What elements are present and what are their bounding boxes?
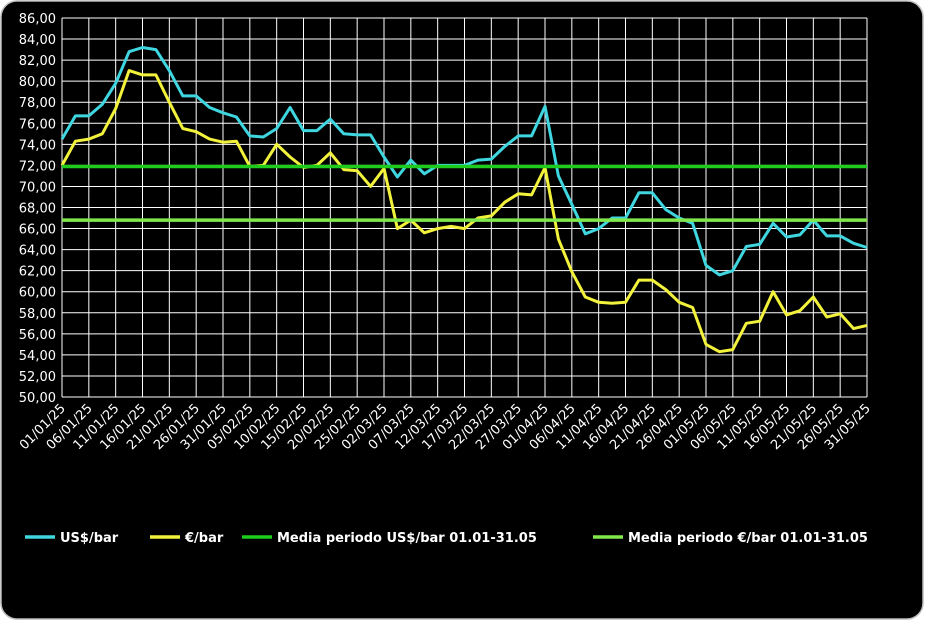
- y-tick-label: 86,00: [19, 12, 56, 27]
- y-tick-label: 64,00: [19, 244, 56, 259]
- y-tick-label: 52,00: [19, 370, 56, 385]
- y-tick-label: 82,00: [19, 54, 56, 69]
- y-tick-label: 62,00: [19, 265, 56, 280]
- y-tick-label: 76,00: [19, 117, 56, 132]
- y-tick-label: 50,00: [19, 391, 56, 406]
- legend-label: €/bar: [184, 531, 224, 546]
- y-tick-label: 60,00: [19, 286, 56, 301]
- y-tick-label: 84,00: [19, 33, 56, 48]
- data-line: [60, 69, 868, 354]
- y-tick-label: 80,00: [19, 75, 56, 90]
- y-tick-label: 78,00: [19, 96, 56, 111]
- y-tick-label: 74,00: [19, 138, 56, 153]
- legend-label: Media periodo US$/bar 01.01-31.05: [277, 531, 537, 546]
- legend-label: Media periodo €/bar 01.01-31.05: [628, 531, 868, 546]
- y-tick-label: 66,00: [19, 223, 56, 238]
- y-tick-label: 54,00: [19, 349, 56, 364]
- y-tick-label: 56,00: [19, 328, 56, 343]
- y-tick-label: 70,00: [19, 180, 56, 195]
- y-tick-label: 72,00: [19, 159, 56, 174]
- y-tick-label: 68,00: [19, 202, 56, 217]
- legend-label: US$/bar: [60, 531, 119, 546]
- y-tick-label: 58,00: [19, 307, 56, 322]
